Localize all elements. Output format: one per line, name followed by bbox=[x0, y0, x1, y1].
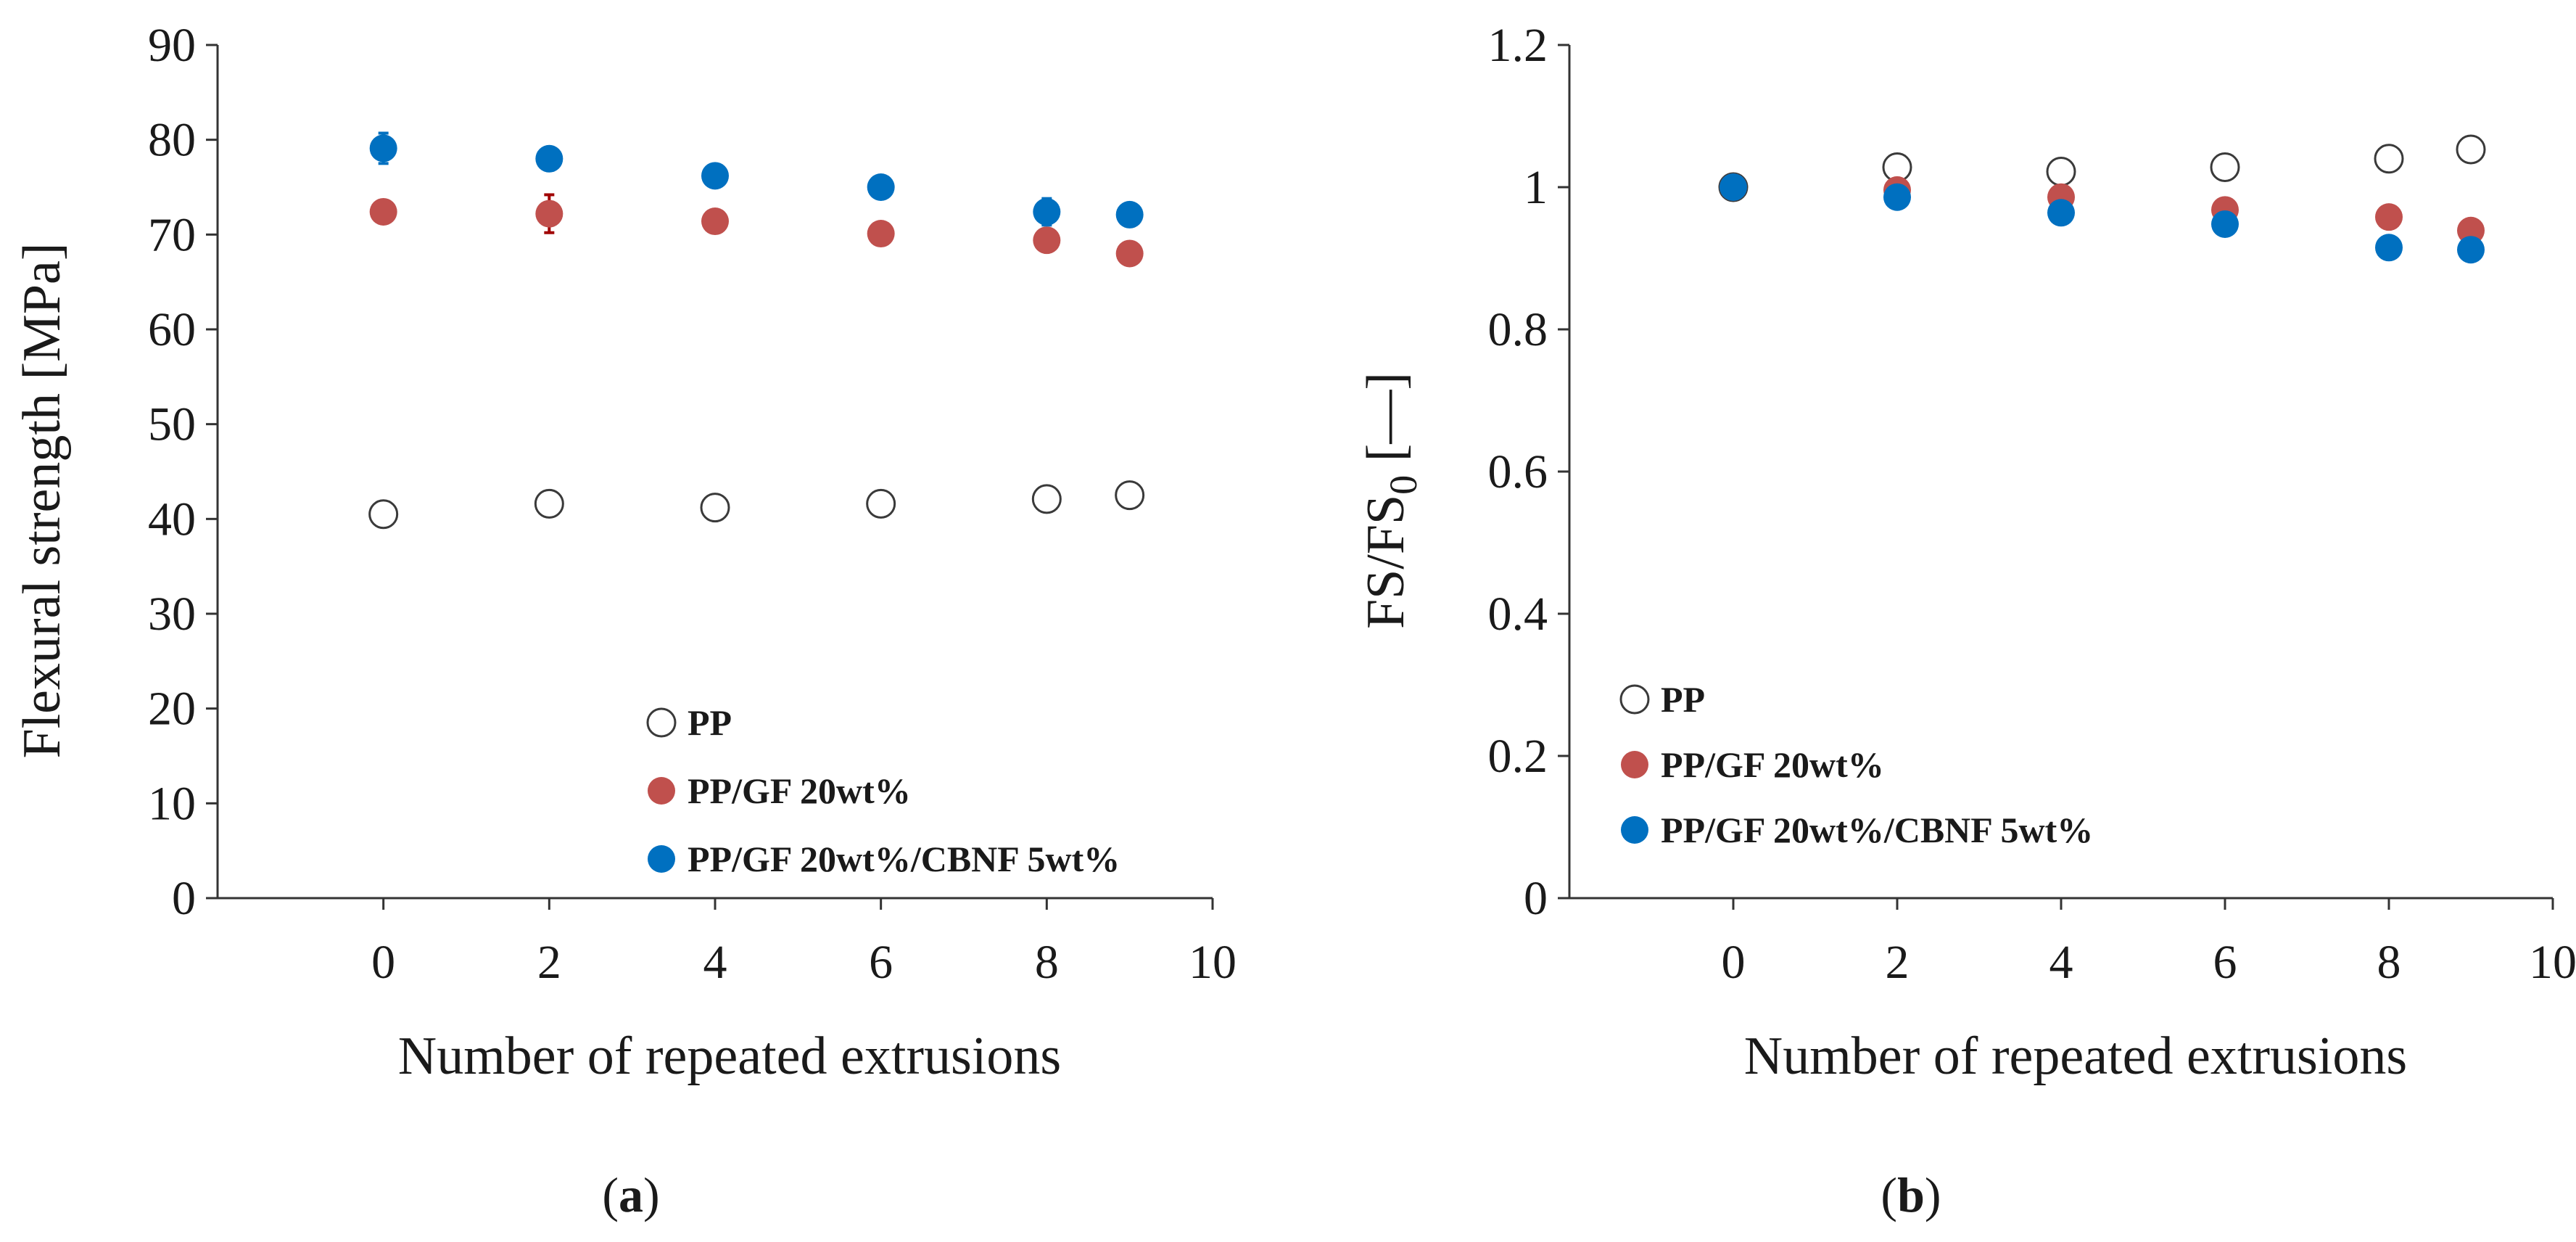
panel-b-point-cbnf bbox=[2211, 210, 2239, 238]
panel-b-point-gf bbox=[2375, 203, 2403, 231]
panel-b-y-axis-title-sub: 0 bbox=[1382, 475, 1425, 495]
panel-b-legend-marker-pp bbox=[1621, 686, 1648, 713]
panel-b-point-pp bbox=[2211, 154, 2239, 181]
panel-a-x-tick-label: 0 bbox=[371, 936, 395, 989]
panel-b-x-tick-label: 8 bbox=[2377, 936, 2401, 989]
panel-b-caption-letter: b bbox=[1897, 1167, 1925, 1222]
panel-a-y-tick-label: 90 bbox=[148, 19, 196, 72]
panel-b-y-tick-label: 0.6 bbox=[1488, 445, 1548, 498]
panel-a-y-tick-label: 60 bbox=[148, 303, 196, 356]
panel-a-legend-label-gf: PP/GF 20wt% bbox=[688, 770, 911, 811]
panel-b-x-tick-label: 2 bbox=[1886, 936, 1910, 989]
panel-a-x-tick-label: 8 bbox=[1035, 936, 1059, 989]
panel-a-x-tick-label: 2 bbox=[537, 936, 561, 989]
panel-b-x-tick-label: 0 bbox=[1722, 936, 1746, 989]
panel-a-point-gf bbox=[1033, 226, 1060, 254]
panel-a-y-tick-label: 10 bbox=[148, 777, 196, 830]
panel-b-point-cbnf bbox=[2457, 236, 2485, 263]
panel-b-legend-label-gf: PP/GF 20wt% bbox=[1661, 744, 1884, 785]
panel-b-y-axis-title: FS/FS0 [—] bbox=[1356, 372, 1425, 629]
panel-a-point-pp bbox=[535, 490, 563, 517]
panel-b-point-pp bbox=[2047, 157, 2075, 185]
panel-a-point-cbnf bbox=[1116, 201, 1144, 229]
panel-b-y-axis-title-unit: [—] bbox=[1356, 372, 1416, 461]
panel-a-point-gf bbox=[867, 220, 895, 247]
panel-a-point-gf bbox=[535, 200, 563, 228]
panel-a-legend-marker-pp bbox=[648, 709, 675, 736]
panel-a-point-cbnf bbox=[701, 162, 729, 189]
panel-b-y-tick-label: 1 bbox=[1524, 161, 1548, 214]
panel-b-legend-label-cbnf: PP/GF 20wt%/CBNF 5wt% bbox=[1661, 810, 2093, 850]
panel-a-point-gf bbox=[1116, 239, 1144, 267]
panel-a-point-pp bbox=[1116, 482, 1144, 509]
panel-a-x-tick-label: 6 bbox=[869, 936, 893, 989]
panel-b-y-tick-label: 0.4 bbox=[1488, 588, 1548, 641]
panel-b-x-tick-label: 4 bbox=[2049, 936, 2073, 989]
panel-a-point-pp bbox=[867, 490, 895, 517]
panel-b-x-tick-label: 10 bbox=[2529, 936, 2576, 989]
panel-a-point-pp bbox=[701, 494, 729, 522]
panel-a-point-cbnf bbox=[370, 134, 397, 162]
panel-a-caption: (a) bbox=[602, 1167, 659, 1222]
panel-a-legend-label-cbnf: PP/GF 20wt%/CBNF 5wt% bbox=[688, 839, 1120, 879]
panel-a-y-tick-label: 40 bbox=[148, 493, 196, 546]
panel-b-x-axis-title: Number of repeated extrusions bbox=[1744, 1027, 2407, 1086]
panel-b-y-tick-label: 1.2 bbox=[1488, 19, 1548, 72]
panel-a-x-tick-label: 10 bbox=[1189, 936, 1237, 989]
panel-a-y-tick-label: 80 bbox=[148, 114, 196, 167]
panel-b-y-axis-title-main: FS/FS bbox=[1356, 495, 1416, 629]
panel-a-y-tick-label: 0 bbox=[172, 872, 196, 925]
panel-b-point-pp bbox=[2375, 145, 2403, 173]
panel-a-y-tick-label: 20 bbox=[148, 683, 196, 736]
panel-b-x-tick-label: 6 bbox=[2213, 936, 2237, 989]
panel-a-y-axis-title: Flexural strength [MPa] bbox=[12, 242, 72, 758]
panel-a-caption-letter: a bbox=[619, 1167, 643, 1222]
panel-a-point-gf bbox=[370, 198, 397, 226]
panel-a-point-pp bbox=[1033, 485, 1060, 513]
panel-b-legend-marker-cbnf bbox=[1621, 816, 1648, 844]
panel-a-point-cbnf bbox=[535, 145, 563, 173]
panel-a-y-tick-label: 50 bbox=[148, 398, 196, 451]
panel-b-point-cbnf bbox=[2375, 234, 2403, 261]
panel-a-legend-marker-cbnf bbox=[648, 845, 675, 873]
panel-a-point-pp bbox=[370, 501, 397, 528]
panel-b-point-pp bbox=[2457, 136, 2485, 163]
panel-b-caption: (b) bbox=[1881, 1167, 1941, 1222]
panel-b-y-tick-label: 0 bbox=[1524, 872, 1548, 925]
panel-a-legend-marker-gf bbox=[648, 777, 675, 805]
panel-a-x-axis-title: Number of repeated extrusions bbox=[398, 1027, 1061, 1086]
panel-a-y-tick-label: 70 bbox=[148, 208, 196, 261]
panel-b-point-cbnf bbox=[2047, 199, 2075, 226]
panel-a-point-cbnf bbox=[867, 173, 895, 201]
panel-b-point-cbnf bbox=[1883, 184, 1911, 211]
panel-a-y-tick-label: 30 bbox=[148, 588, 196, 641]
panel-b-legend-label-pp: PP bbox=[1661, 679, 1705, 720]
panel-a-point-cbnf bbox=[1033, 198, 1060, 226]
panel-b-y-tick-label: 0.8 bbox=[1488, 303, 1548, 356]
panel-a-point-gf bbox=[701, 207, 729, 235]
panel-b-legend-marker-gf bbox=[1621, 751, 1648, 778]
panel-a-x-tick-label: 4 bbox=[703, 936, 727, 989]
panel-b-point-cbnf bbox=[1720, 173, 1747, 201]
panel-a-legend-label-pp: PP bbox=[688, 702, 732, 743]
panel-b-y-tick-label: 0.2 bbox=[1488, 730, 1548, 783]
